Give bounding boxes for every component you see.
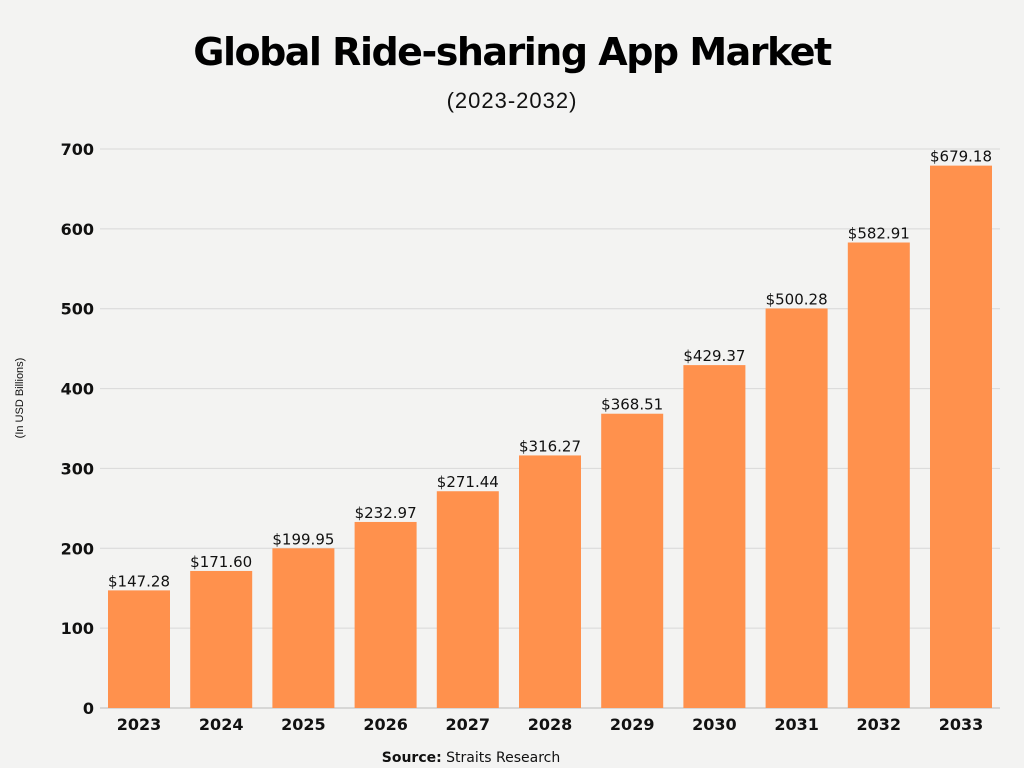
source-label: Source:: [381, 750, 442, 766]
chart-subtitle: (2023-2032): [446, 88, 578, 113]
data-label: $232.97: [355, 504, 417, 522]
data-label: $316.27: [519, 437, 581, 455]
bar-2025: [272, 548, 335, 708]
bar-2031: [765, 308, 828, 708]
x-tick-label: 2025: [281, 715, 326, 734]
data-label: $171.60: [190, 553, 252, 571]
y-tick-label: 200: [61, 539, 94, 558]
bar-2028: [519, 455, 581, 708]
bar-2032: [847, 242, 910, 708]
y-tick-label: 300: [61, 459, 94, 478]
source-text: Straits Research: [446, 750, 561, 766]
x-tick-label: 2031: [774, 715, 819, 734]
y-tick-label: 400: [61, 380, 94, 399]
x-tick-label: 2033: [939, 715, 984, 734]
x-tick-label: 2028: [528, 715, 573, 734]
y-tick-label: 0: [83, 699, 94, 718]
data-label: $429.37: [683, 347, 745, 365]
y-tick-label: 700: [61, 140, 94, 159]
x-tick-label: 2027: [446, 715, 491, 734]
bar-2023: [108, 590, 170, 708]
bar-2024: [190, 570, 253, 708]
bar-2033: [930, 165, 992, 709]
chart-title: Global Ride-sharing App Market: [193, 30, 832, 74]
data-label: $147.28: [108, 572, 170, 590]
x-tick-label: 2024: [199, 715, 244, 734]
x-tick-label: 2030: [692, 715, 737, 734]
data-label: $679.18: [930, 148, 992, 166]
bar-2027: [436, 491, 499, 708]
bar-2026: [354, 521, 417, 708]
x-tick-label: 2032: [857, 715, 902, 734]
data-label: $368.51: [601, 396, 663, 414]
source-note: Source: Straits Research: [0, 750, 942, 766]
data-label: $500.28: [766, 290, 828, 308]
data-label: $582.91: [848, 225, 910, 243]
x-tick-label: 2023: [117, 715, 162, 734]
x-tick-label: 2026: [363, 715, 408, 734]
x-tick-label: 2029: [610, 715, 655, 734]
bar-2029: [601, 413, 664, 708]
bar-2030: [683, 365, 746, 708]
y-tick-label: 100: [61, 619, 94, 638]
y-tick-label: 600: [61, 220, 94, 239]
data-label: $271.44: [437, 473, 499, 491]
y-tick-label: 500: [61, 300, 94, 319]
data-label: $199.95: [272, 530, 334, 548]
